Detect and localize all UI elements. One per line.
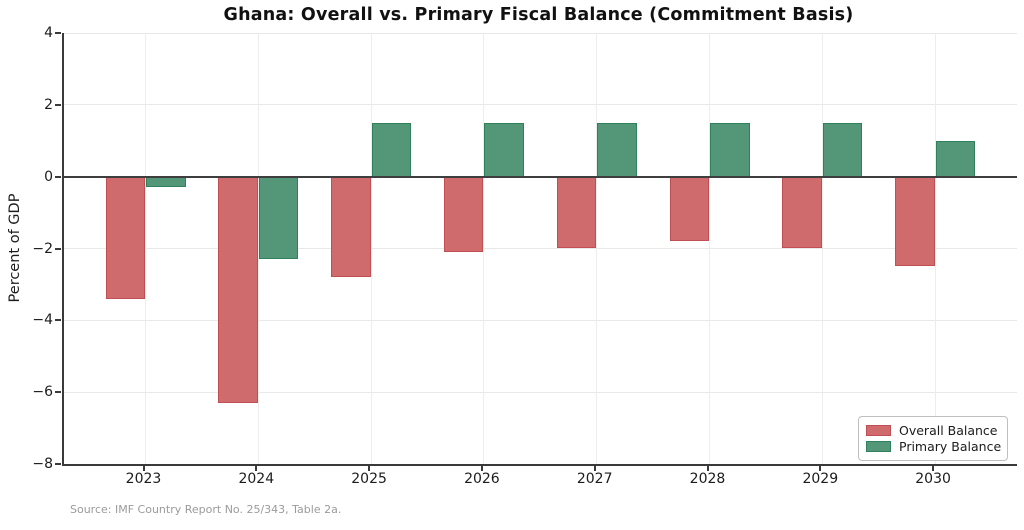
gridline-vertical [934, 33, 936, 464]
x-tick-label: 2027 [576, 471, 613, 487]
x-tick-label: 2024 [238, 471, 275, 487]
x-tick-mark [368, 466, 371, 471]
x-tick-mark [706, 466, 709, 471]
bar-overall-balance-2029 [782, 176, 822, 249]
x-tick-label: 2028 [689, 471, 726, 487]
bar-overall-balance-2024 [218, 176, 258, 403]
gridline-horizontal [64, 391, 1017, 393]
gridline-horizontal [64, 32, 1017, 34]
x-tick-mark [593, 466, 596, 471]
legend-item-primary-balance: Primary Balance [866, 439, 1002, 454]
gridline-horizontal [64, 248, 1017, 249]
y-tick-label: 4 [44, 25, 53, 41]
legend-swatch-overall-balance [866, 425, 891, 436]
bar-overall-balance-2030 [895, 176, 935, 267]
x-tick-mark [932, 466, 935, 471]
bar-overall-balance-2023 [105, 176, 145, 299]
legend: Overall Balance Primary Balance [858, 416, 1008, 461]
x-tick-mark [255, 466, 258, 471]
gridline-horizontal [64, 319, 1017, 321]
bar-primary-balance-2028 [710, 122, 750, 177]
x-tick-label: 2029 [802, 471, 839, 487]
y-tick-mark [55, 463, 61, 465]
zero-line [64, 175, 1017, 178]
x-tick-label: 2023 [125, 471, 162, 487]
gridline-vertical [821, 33, 823, 464]
bar-primary-balance-2025 [371, 122, 412, 177]
bar-overall-balance-2025 [331, 176, 371, 278]
x-tick-mark [819, 466, 822, 471]
gridline-vertical [145, 33, 146, 464]
bar-overall-balance-2028 [669, 176, 709, 242]
chart-title: Ghana: Overall vs. Primary Fiscal Balanc… [223, 5, 854, 25]
y-tick-mark [55, 103, 61, 106]
x-tick-label: 2030 [915, 471, 951, 487]
bar-overall-balance-2027 [556, 176, 597, 249]
x-tick-mark [142, 466, 145, 471]
bar-primary-balance-2027 [597, 122, 637, 177]
x-tick-label: 2026 [464, 471, 500, 487]
x-tick-label: 2025 [351, 471, 387, 487]
bar-overall-balance-2026 [443, 176, 484, 253]
legend-item-overall-balance: Overall Balance [866, 423, 999, 438]
bar-primary-balance-2024 [258, 176, 299, 260]
y-tick-mark [55, 391, 61, 394]
gridline-horizontal [64, 104, 1017, 106]
y-tick-mark [55, 32, 61, 34]
y-tick-label: 0 [44, 168, 53, 185]
y-tick-label: −2 [32, 240, 53, 257]
y-tick-label: −8 [32, 456, 53, 472]
bar-primary-balance-2026 [484, 122, 524, 177]
bar-primary-balance-2023 [146, 176, 186, 188]
x-tick-mark [480, 466, 483, 471]
legend-label-primary-balance: Primary Balance [899, 439, 1002, 454]
y-tick-label: −6 [32, 384, 53, 401]
y-tick-mark [55, 319, 61, 322]
bar-primary-balance-2029 [822, 122, 863, 177]
gridline-vertical [596, 33, 598, 464]
gridline-vertical [257, 33, 259, 464]
gridline-vertical [370, 33, 372, 464]
y-tick-label: 2 [44, 96, 53, 113]
gridline-vertical [483, 33, 485, 464]
legend-swatch-primary-balance [866, 441, 891, 452]
y-tick-mark [55, 175, 61, 178]
gridline-vertical [709, 33, 710, 464]
plot-area [62, 32, 1017, 466]
bar-primary-balance-2030 [935, 140, 976, 177]
legend-label-overall-balance: Overall Balance [899, 423, 998, 438]
y-tick-label: −4 [32, 312, 53, 329]
y-tick-mark [55, 247, 61, 250]
source-note: Source: IMF Country Report No. 25/343, T… [70, 503, 342, 516]
